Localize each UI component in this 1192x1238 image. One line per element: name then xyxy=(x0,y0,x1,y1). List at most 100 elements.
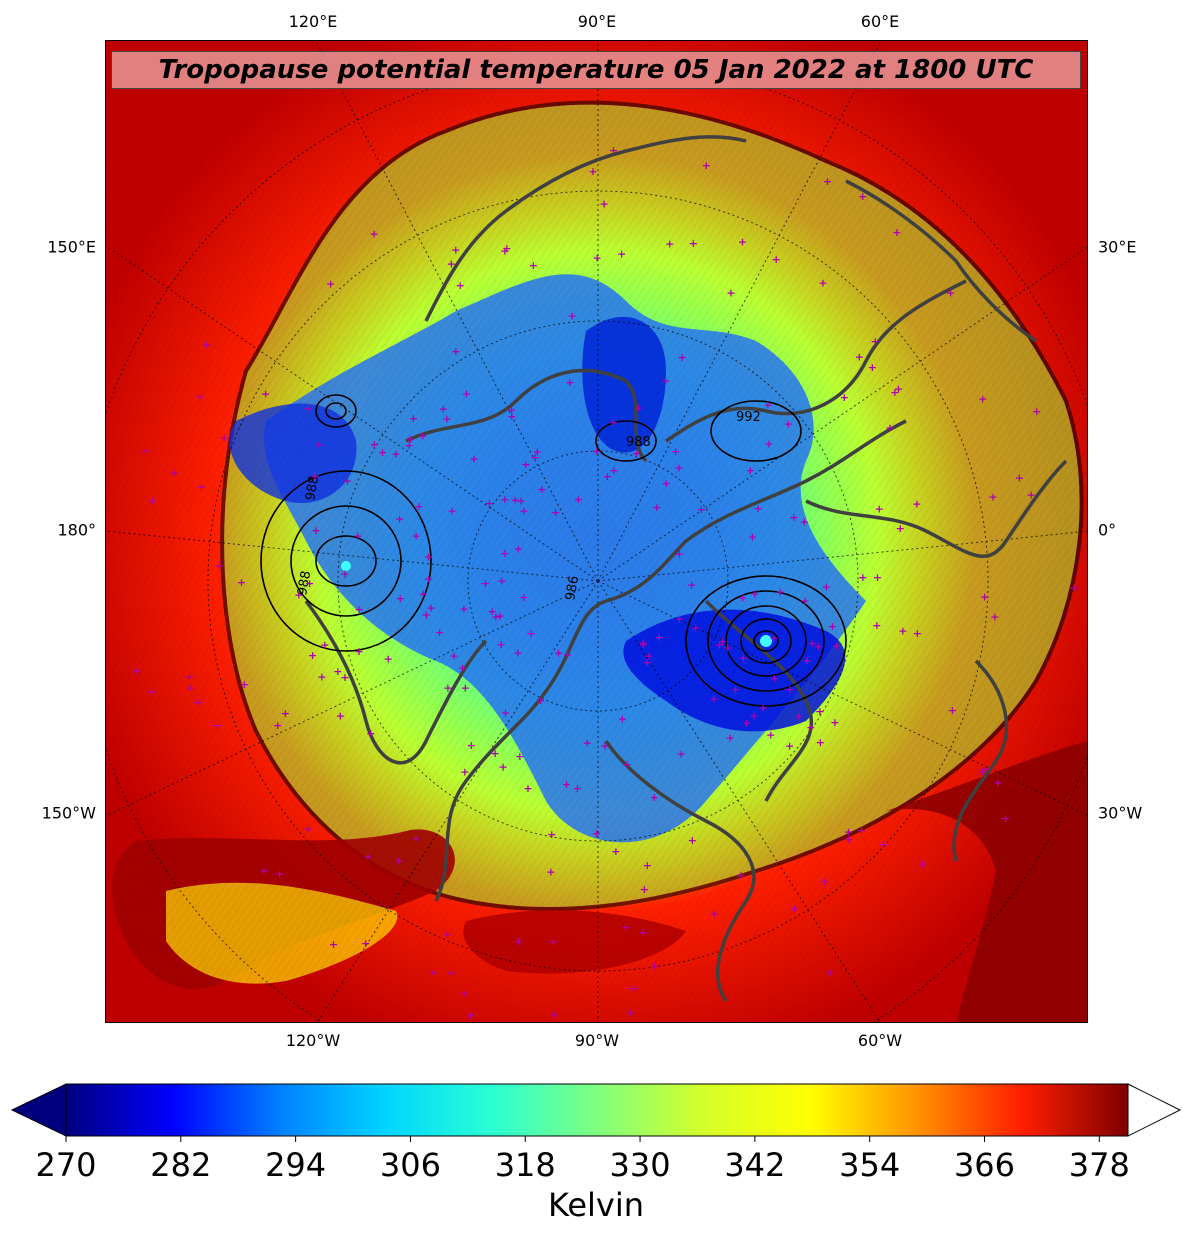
station-marker: + xyxy=(202,338,211,351)
station-marker: + xyxy=(621,921,630,934)
bottom-longitude-label: 120°W xyxy=(285,1031,341,1050)
contour-label: 986 xyxy=(563,575,582,602)
station-marker: + xyxy=(800,594,809,607)
station-marker: + xyxy=(640,883,649,896)
station-marker: + xyxy=(496,609,505,622)
station-marker: + xyxy=(511,493,520,506)
station-marker: + xyxy=(527,627,536,640)
station-marker: + xyxy=(763,398,772,411)
station-marker: + xyxy=(563,648,572,661)
station-marker: + xyxy=(435,626,444,639)
station-marker: + xyxy=(872,619,881,632)
station-marker: + xyxy=(536,694,545,707)
station-marker: + xyxy=(500,547,509,560)
station-marker: + xyxy=(726,287,735,300)
station-marker: + xyxy=(459,987,468,1000)
station-marker: + xyxy=(675,547,684,560)
station-marker: + xyxy=(691,622,700,635)
station-marker: + xyxy=(639,637,648,650)
station-marker: + xyxy=(1032,405,1041,418)
station-marker: + xyxy=(650,791,659,804)
potential-temperature-map: 988 988 988 986 992 + + + + + + + + + + + + + + + + + + + +… xyxy=(106,41,1087,1022)
station-marker: + xyxy=(281,707,290,720)
station-marker: + xyxy=(609,416,618,429)
bottom-longitude-label: 90°W xyxy=(574,1031,620,1050)
station-marker: + xyxy=(378,446,387,459)
bottom-longitude-label: 60°W xyxy=(857,1031,903,1050)
station-marker: + xyxy=(592,827,601,840)
station-marker: + xyxy=(497,575,506,588)
station-marker: + xyxy=(603,470,612,483)
station-marker: + xyxy=(273,719,282,732)
station-marker: + xyxy=(414,500,423,513)
pressure-contours xyxy=(260,394,847,707)
colorbar-tick-label: 318 xyxy=(494,1146,556,1184)
station-marker: + xyxy=(868,361,877,374)
station-marker: + xyxy=(731,683,740,696)
station-marker: + xyxy=(844,826,853,839)
station-marker: + xyxy=(507,410,516,423)
station-marker: + xyxy=(892,226,901,239)
station-marker: + xyxy=(502,242,511,255)
station-marker: + xyxy=(993,776,1002,789)
station-marker: + xyxy=(643,656,652,669)
station-marker: + xyxy=(259,865,268,878)
station-marker: + xyxy=(638,638,647,651)
station-marker: + xyxy=(611,845,620,858)
station-marker: + xyxy=(488,605,497,618)
station-marker: + xyxy=(418,429,427,442)
station-marker: + xyxy=(514,542,523,555)
station-marker: + xyxy=(600,198,609,211)
station-marker: + xyxy=(466,1009,475,1022)
station-marker: + xyxy=(808,637,817,650)
station-marker: + xyxy=(507,404,516,417)
station-marker: + xyxy=(531,451,540,464)
station-marker: + xyxy=(675,612,684,625)
station-marker: + xyxy=(529,259,538,272)
station-marker: + xyxy=(709,693,718,706)
station-marker: + xyxy=(550,1008,559,1021)
station-marker: + xyxy=(629,982,638,995)
station-marker: + xyxy=(832,640,841,653)
station-marker: + xyxy=(546,865,555,878)
station-marker: + xyxy=(148,495,157,508)
station-marker: + xyxy=(320,639,329,652)
station-marker: + xyxy=(573,782,582,795)
station-marker: + xyxy=(574,493,583,506)
station-marker: + xyxy=(609,464,618,477)
station-marker: + xyxy=(442,413,451,426)
station-marker: + xyxy=(513,647,522,660)
station-marker: + xyxy=(697,503,706,516)
station-marker: + xyxy=(588,165,597,178)
right-longitude-label: 0° xyxy=(1098,520,1117,540)
station-marker: + xyxy=(340,671,349,684)
station-marker: + xyxy=(857,824,866,837)
station-marker: + xyxy=(491,747,500,760)
station-marker: + xyxy=(823,175,832,188)
station-marker: + xyxy=(451,345,460,358)
station-marker: + xyxy=(618,712,627,725)
contour-label: 988 xyxy=(303,475,322,502)
station-marker: + xyxy=(794,710,803,723)
station-marker: + xyxy=(521,458,530,471)
station-marker: + xyxy=(185,682,194,695)
station-marker: + xyxy=(665,238,674,251)
station-marker: + xyxy=(447,504,456,517)
station-marker: + xyxy=(800,516,809,529)
station-marker: + xyxy=(458,662,467,675)
station-marker: + xyxy=(366,727,375,740)
station-marker: + xyxy=(671,445,680,458)
station-marker: + xyxy=(412,529,421,542)
station-marker: + xyxy=(748,530,757,543)
station-marker: + xyxy=(568,310,577,323)
contour-value-labels: 988 988 988 986 992 xyxy=(295,410,761,602)
station-marker: + xyxy=(746,464,755,477)
station-marker: + xyxy=(858,571,867,584)
station-marker: + xyxy=(828,620,837,633)
station-marker: + xyxy=(918,857,927,870)
station-marker: + xyxy=(554,647,563,660)
colorbar-tick-label: 366 xyxy=(953,1146,1016,1184)
contour-label: 988 xyxy=(295,570,314,597)
left-longitude-label: 150°W xyxy=(41,803,96,823)
station-marker: + xyxy=(147,686,156,699)
